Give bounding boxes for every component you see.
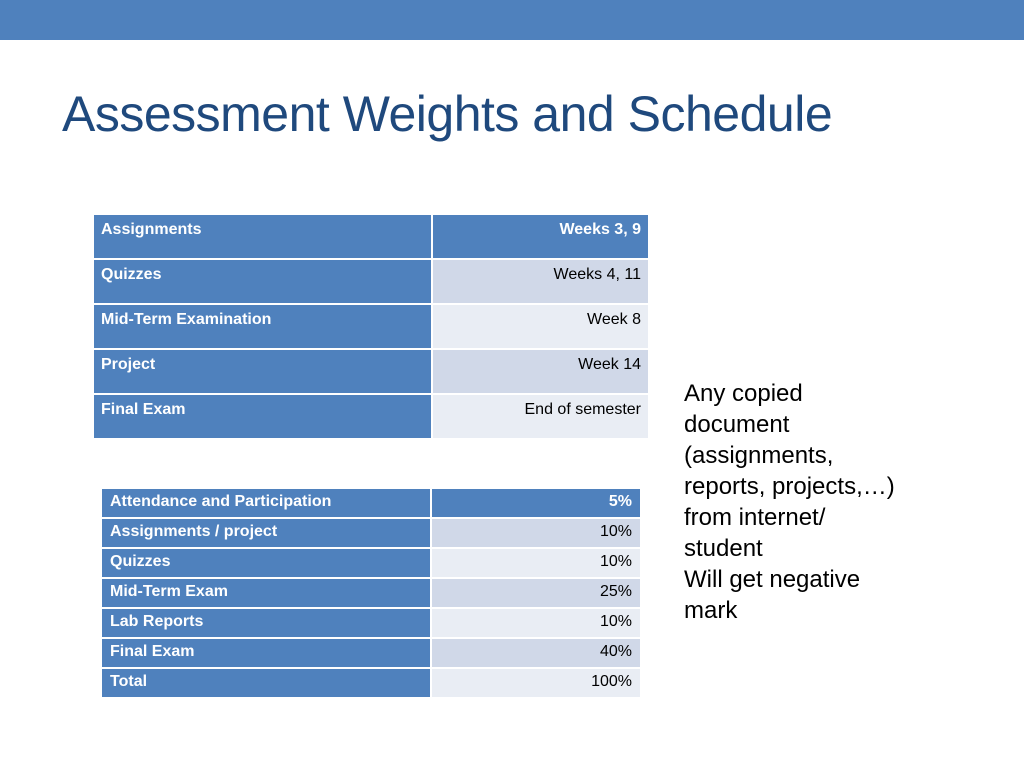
note-line: reports, projects,…) (684, 473, 895, 500)
table-row: Project Week 14 (92, 348, 650, 395)
note-line: student (684, 535, 763, 562)
schedule-when: End of semester (431, 393, 650, 440)
weight-value: 100% (430, 667, 642, 699)
note-line: (assignments, (684, 442, 834, 469)
weight-value: 5% (430, 487, 642, 519)
schedule-item: Assignments (92, 213, 433, 260)
schedule-table: Assignments Weeks 3, 9 Quizzes Weeks 4, … (92, 213, 650, 440)
schedule-when: Week 14 (431, 348, 650, 395)
note-line: from internet/ (684, 504, 826, 531)
table-row: Quizzes Weeks 4, 11 (92, 258, 650, 305)
slide-title: Assessment Weights and Schedule (62, 86, 833, 142)
table-row: Mid-Term Exam 25% (100, 577, 642, 609)
note-line: Any copied (684, 380, 803, 407)
schedule-when: Weeks 4, 11 (431, 258, 650, 305)
weight-value: 10% (430, 607, 642, 639)
table-row: Assignments / project 10% (100, 517, 642, 549)
schedule-item: Quizzes (92, 258, 433, 305)
table-row: Mid-Term Examination Week 8 (92, 303, 650, 350)
weight-item: Attendance and Participation (100, 487, 432, 519)
schedule-item: Project (92, 348, 433, 395)
table-row: Lab Reports 10% (100, 607, 642, 639)
schedule-when: Weeks 3, 9 (431, 213, 650, 260)
weight-item: Lab Reports (100, 607, 432, 639)
plagiarism-note: Any copied document (assignments, report… (684, 378, 984, 626)
weight-item: Total (100, 667, 432, 699)
table-row: Total 100% (100, 667, 642, 699)
note-line: document (684, 411, 790, 438)
top-accent-bar (0, 0, 1024, 40)
weight-item: Mid-Term Exam (100, 577, 432, 609)
table-row: Final Exam End of semester (92, 393, 650, 440)
table-row: Quizzes 10% (100, 547, 642, 579)
table-row: Attendance and Participation 5% (100, 487, 642, 519)
table-row: Final Exam 40% (100, 637, 642, 669)
weight-value: 25% (430, 577, 642, 609)
weight-value: 10% (430, 517, 642, 549)
schedule-item: Final Exam (92, 393, 433, 440)
weight-value: 40% (430, 637, 642, 669)
note-line: Will get negative (684, 566, 861, 593)
weight-item: Assignments / project (100, 517, 432, 549)
weights-table: Attendance and Participation 5% Assignme… (100, 487, 642, 699)
schedule-when: Week 8 (431, 303, 650, 350)
table-row: Assignments Weeks 3, 9 (92, 213, 650, 260)
weight-item: Quizzes (100, 547, 432, 579)
weight-item: Final Exam (100, 637, 432, 669)
note-line: mark (684, 597, 738, 624)
schedule-item: Mid-Term Examination (92, 303, 433, 350)
weight-value: 10% (430, 547, 642, 579)
